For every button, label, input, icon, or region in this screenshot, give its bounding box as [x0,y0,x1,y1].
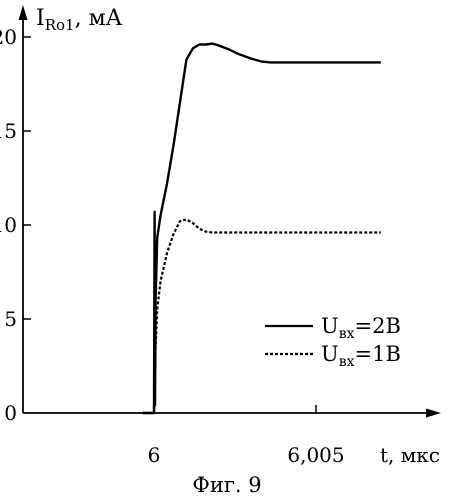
y-tick-label: 5 [4,307,17,331]
ticks: 0 5 10 15 20 6 6,005 [0,25,345,467]
legend-label: Uвх=1В [321,342,401,370]
legend: Uвх=2ВUвх=1В [265,314,401,370]
y-tick-label: 10 [0,213,17,237]
y-tick-label: 0 [4,401,17,425]
legend-label: Uвх=2В [321,314,401,342]
x-tick-label: 6 [148,443,161,467]
labels: IRo1, мА t, мкс Фиг. 9 [36,6,440,497]
x-tick-label: 6,005 [287,443,344,467]
y-tick-label: 15 [0,119,17,143]
y-tick-label: 20 [0,25,17,49]
x-axis-arrow [426,409,441,418]
y-axis-arrow [19,5,28,20]
series-line-uvx-1v [143,219,381,413]
figure-caption: Фиг. 9 [192,473,261,497]
x-axis-label: t, мкс [380,443,440,467]
y-axis-label: IRo1, мА [36,6,123,34]
